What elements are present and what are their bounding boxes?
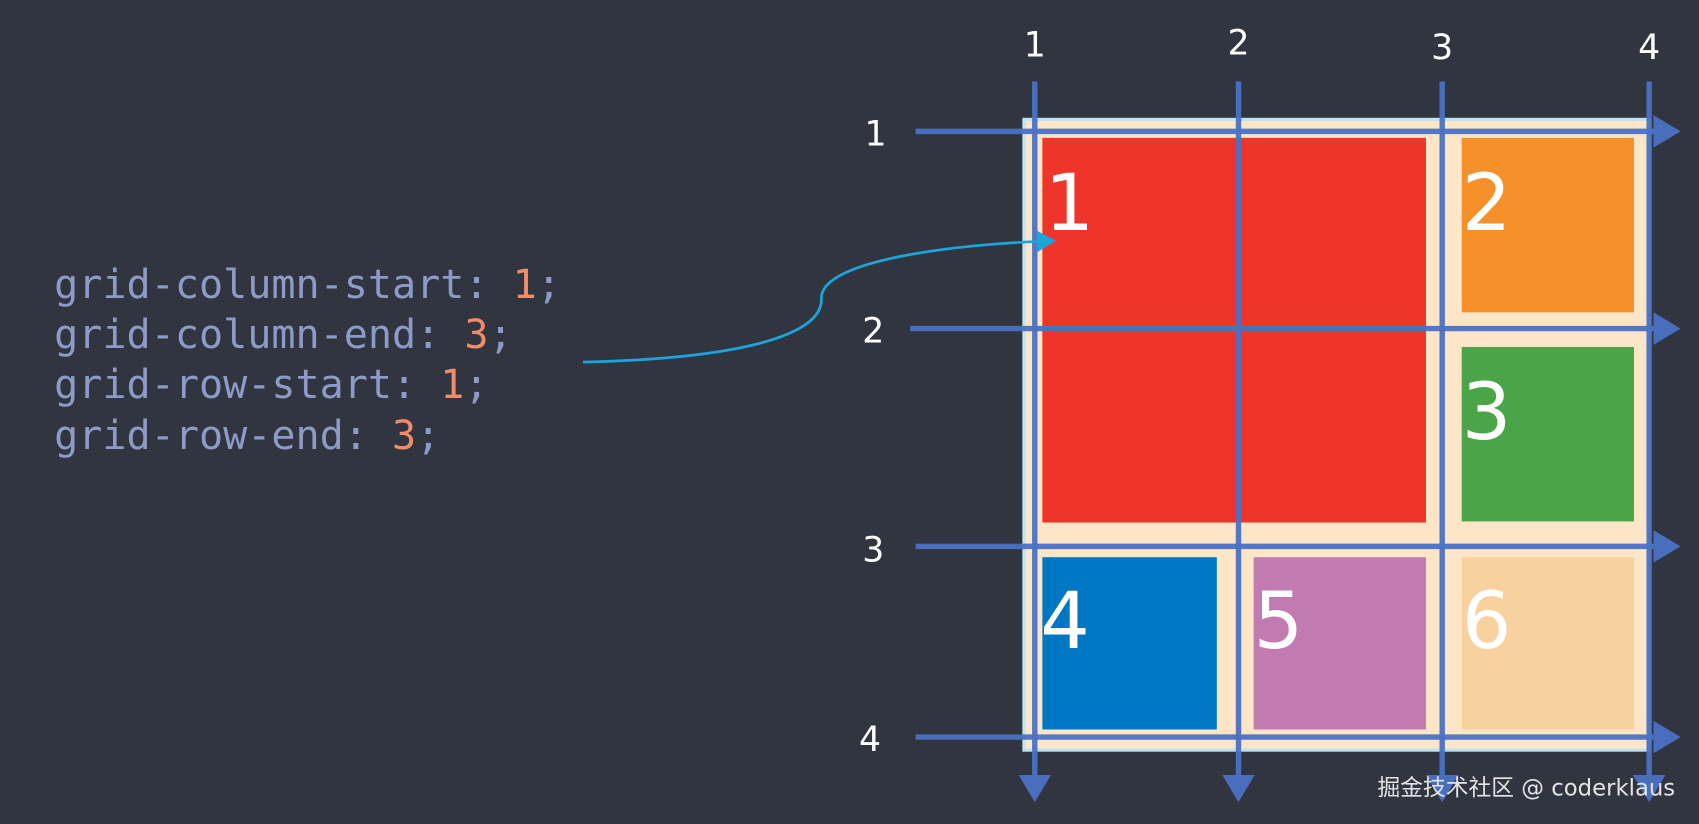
cell-label: 1 [1045, 159, 1095, 249]
code-line: grid-row-end: 3; [54, 413, 440, 459]
code-property: grid-column-start: [54, 262, 488, 308]
row-line-label: 3 [862, 531, 884, 571]
code-end: ; [464, 362, 488, 408]
code-block: grid-column-start: 1; grid-column-end: 3… [54, 262, 561, 459]
code-line: grid-column-start: 1; [54, 262, 561, 308]
code-value: 3 [392, 413, 416, 459]
column-line-label: 4 [1638, 28, 1660, 68]
grid-item [1461, 346, 1634, 522]
column-line-label: 2 [1227, 23, 1249, 63]
cell-label: 3 [1462, 368, 1512, 458]
row-line-label: 4 [859, 720, 881, 760]
row-line-label: 2 [862, 312, 884, 352]
column-line-label: 3 [1431, 28, 1453, 68]
grid-item [1461, 137, 1634, 313]
code-line: grid-column-end: 3; [54, 312, 512, 358]
watermark: 掘金技术社区 @ coderklaus [1378, 776, 1676, 802]
grid-item [1253, 557, 1426, 730]
cell-label: 5 [1254, 577, 1304, 667]
cell-label: 4 [1040, 577, 1090, 667]
code-value: 1 [440, 362, 464, 408]
pointer-arrow [582, 230, 1056, 364]
grid-item [1461, 557, 1634, 730]
code-end: ; [489, 312, 513, 358]
row-line-label: 1 [864, 114, 886, 154]
code-value: 1 [513, 262, 537, 308]
code-end: ; [537, 262, 561, 308]
code-end: ; [416, 413, 440, 459]
code-property: grid-column-end: [54, 312, 440, 358]
column-line-label: 1 [1024, 26, 1046, 66]
cell-label: 2 [1462, 159, 1512, 249]
grid-lines [910, 81, 1681, 803]
code-property: grid-row-start: [54, 362, 416, 408]
code-line: grid-row-start: 1; [54, 362, 488, 408]
cell-label: 6 [1462, 577, 1512, 667]
grid-item [1042, 557, 1217, 730]
code-property: grid-row-end: [54, 413, 368, 459]
code-value: 3 [464, 312, 488, 358]
